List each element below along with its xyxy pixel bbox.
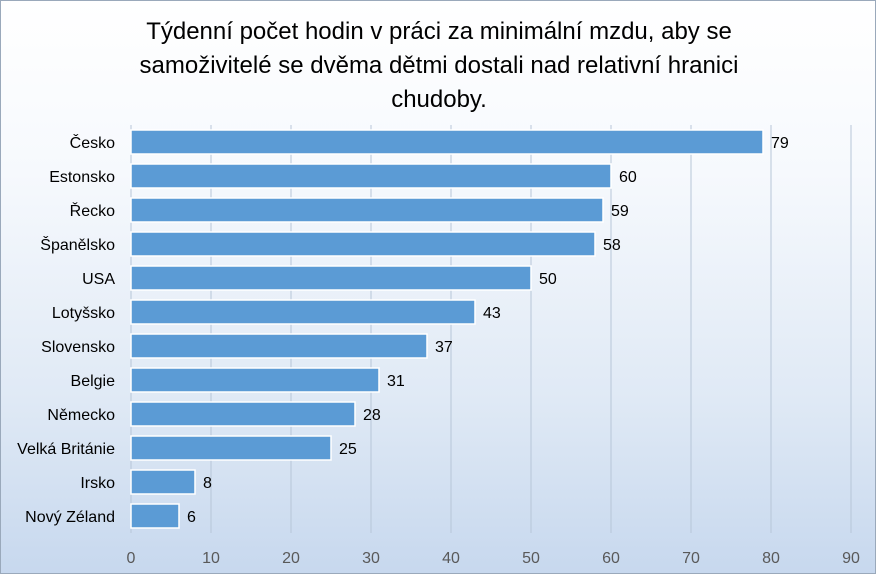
data-label: 60 — [619, 169, 637, 186]
data-label: 8 — [203, 475, 212, 492]
data-label: 58 — [603, 237, 621, 254]
bar — [130, 469, 196, 495]
bar — [130, 197, 604, 223]
data-label: 59 — [611, 203, 629, 220]
category-label: Španělsko — [40, 235, 115, 254]
x-tick-label: 10 — [202, 550, 220, 567]
data-label: 6 — [187, 509, 196, 526]
data-label: 79 — [771, 135, 789, 152]
chart-title: Týdenní počet hodin v práci za minimální… — [139, 18, 739, 113]
bar — [130, 401, 356, 427]
x-tick-label: 80 — [762, 550, 780, 567]
bar — [130, 231, 596, 257]
bar — [130, 435, 332, 461]
category-label: Německo — [47, 407, 115, 424]
bar — [130, 265, 532, 291]
x-tick-label: 40 — [442, 550, 460, 567]
category-label: Lotyšsko — [52, 305, 115, 322]
bar — [130, 129, 764, 155]
data-label: 43 — [483, 305, 501, 322]
category-label: USA — [82, 271, 115, 288]
bar — [130, 163, 612, 189]
category-label: Česko — [70, 133, 115, 152]
data-label: 31 — [387, 373, 405, 390]
bar — [130, 503, 180, 529]
category-label: Irsko — [80, 475, 115, 492]
category-label: Řecko — [70, 201, 115, 220]
category-label: Belgie — [71, 373, 116, 390]
x-tick-label: 20 — [282, 550, 300, 567]
bar — [130, 299, 476, 325]
x-tick-label: 90 — [842, 550, 860, 567]
data-label: 50 — [539, 271, 557, 288]
x-tick-label: 70 — [682, 550, 700, 567]
category-label: Nový Zéland — [25, 509, 115, 526]
x-tick-label: 60 — [602, 550, 620, 567]
data-label: 37 — [435, 339, 453, 356]
data-label: 28 — [363, 407, 381, 424]
category-label: Slovensko — [41, 339, 115, 356]
category-label: Estonsko — [49, 169, 115, 186]
bar — [130, 367, 380, 393]
bar — [130, 333, 428, 359]
category-label: Velká Británie — [17, 441, 115, 458]
data-label: 25 — [339, 441, 357, 458]
x-tick-label: 50 — [522, 550, 540, 567]
x-tick-label: 30 — [362, 550, 380, 567]
x-tick-label: 0 — [127, 550, 136, 567]
